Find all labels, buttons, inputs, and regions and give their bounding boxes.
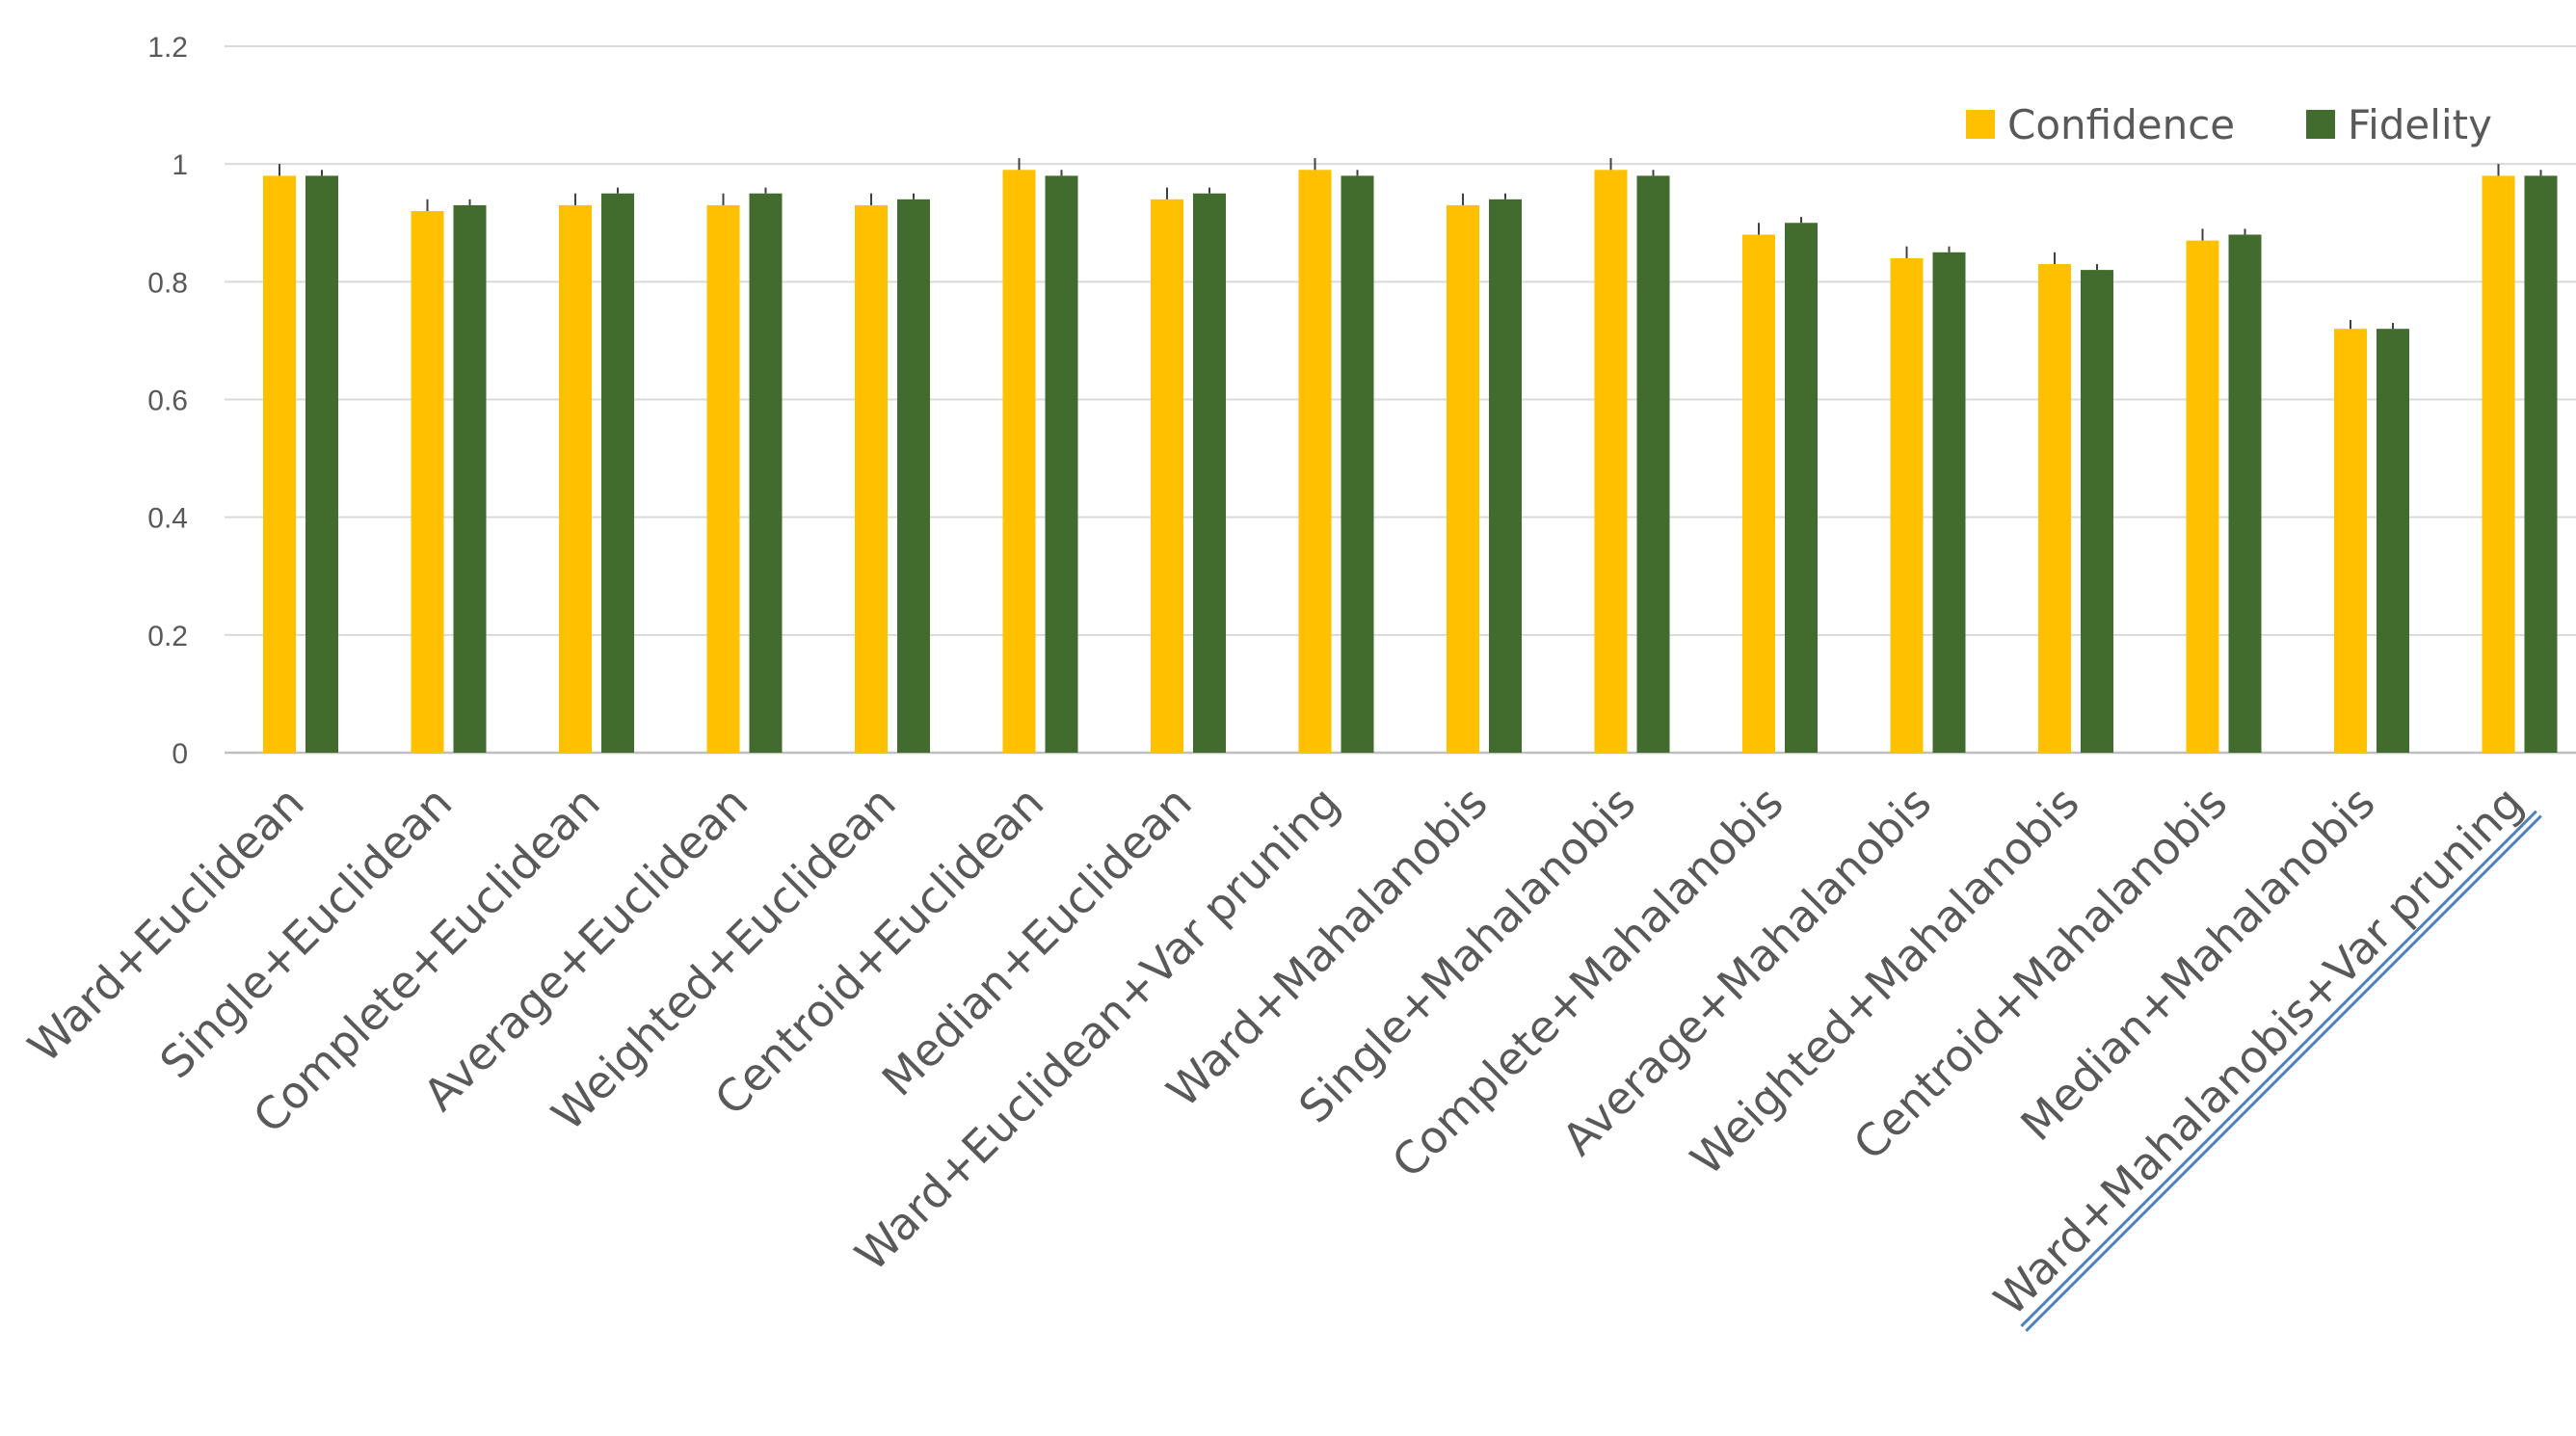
y-tick-label: 0.4 [147,503,188,535]
x-tick-label: Ward+Mahalanobis+Var pruning [1984,777,2534,1326]
bar-confidence [559,204,592,754]
legend-label: Fidelity [2348,101,2492,148]
bar-fidelity [1341,175,1374,754]
bar-confidence [2186,240,2219,753]
legend-swatch [1966,110,1995,139]
bar-confidence [855,204,888,754]
bar-fidelity [1932,252,1966,754]
bar-fidelity [1193,193,1226,754]
bar-fidelity [2228,234,2262,753]
y-tick-label: 0.2 [147,621,188,652]
bar-confidence [706,204,740,754]
bar-confidence [1298,170,1332,753]
bar-fidelity [1636,175,1670,754]
bar-fidelity [2081,270,2113,753]
bar-fidelity [1785,223,1818,753]
bar-fidelity [305,175,338,754]
bar-fidelity [2524,175,2558,754]
y-tick-label: 1 [172,149,188,181]
highlight-underline [2020,810,2542,1333]
bar-confidence [1151,199,1183,754]
bar-fidelity [2377,329,2409,753]
bar-confidence [1890,257,1924,753]
bar-confidence [1447,204,1479,754]
bar-fidelity [453,204,487,754]
bar-confidence [411,211,444,754]
legend-label: Confidence [2007,101,2235,148]
bar-fidelity [897,199,930,754]
underline-stroke [2020,810,2537,1328]
bar-confidence [1002,170,1036,753]
legend-swatch [2306,110,2335,139]
underline-stroke [2025,814,2542,1333]
bar-fidelity [601,193,634,754]
bar-confidence [1594,170,1628,753]
bar-confidence [263,175,296,754]
bar-confidence [2334,329,2367,753]
y-tick-label: 0.6 [147,386,188,417]
legend-item-confidence: Confidence [1966,101,2235,148]
x-tick-label: Ward+Euclidean [18,777,314,1073]
bar-confidence [2038,264,2071,753]
bar-fidelity [1489,199,1522,754]
y-tick-label: 0 [172,738,188,770]
bar-confidence [2482,175,2515,754]
x-axis-labels: Ward+EuclideanSingle+EuclideanComplete+E… [18,777,2542,1333]
legend-item-fidelity: Fidelity [2306,101,2492,148]
bar-fidelity [749,193,783,754]
y-tick-label: 1.2 [147,32,188,64]
bars [263,158,2558,754]
y-axis-ticks: 0 0.2 0.4 0.6 0.8 1 1.2 [147,32,188,770]
x-tick-label: Single+Euclidean [150,777,463,1089]
y-tick-label: 0.8 [147,267,188,299]
bar-fidelity [1045,175,1078,754]
legend: Confidence Fidelity [1966,101,2492,148]
bar-confidence [1742,234,1775,753]
